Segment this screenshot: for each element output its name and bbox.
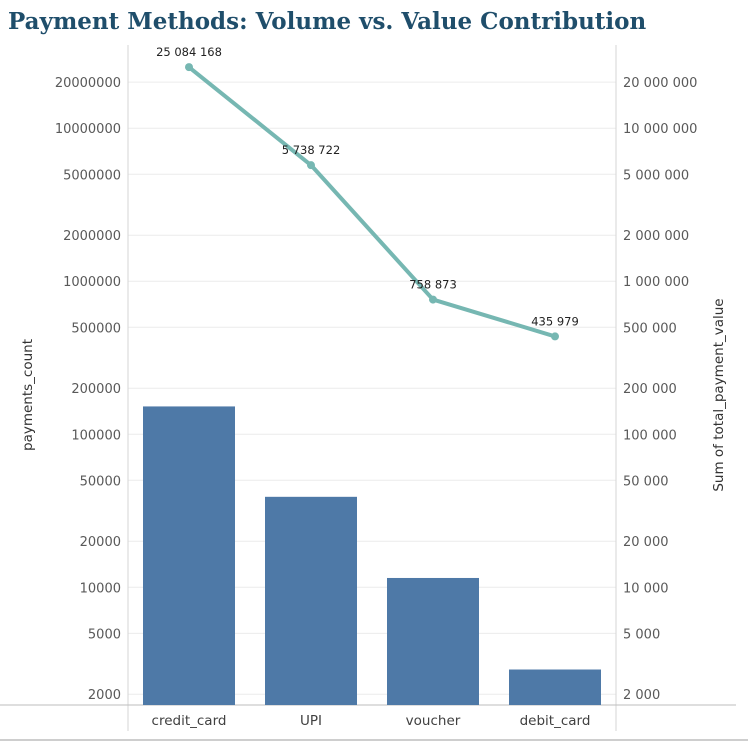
left-tick-label: 500000 — [71, 321, 121, 336]
left-tick-label: 5000 — [88, 627, 121, 642]
right-tick-label: 2 000 000 — [623, 229, 689, 244]
category-label: UPI — [300, 713, 322, 729]
right-tick-label: 2 000 — [623, 688, 660, 703]
bar-voucher — [387, 577, 479, 705]
line-series — [185, 63, 559, 341]
category-label: credit_card — [152, 713, 227, 729]
right-tick-label: 10 000 — [623, 581, 669, 596]
category-label: voucher — [406, 713, 461, 729]
value-point-credit_card — [185, 63, 193, 72]
chart-title: Payment Methods: Volume vs. Value Contri… — [8, 8, 647, 35]
right-tick-label: 200 000 — [623, 382, 677, 397]
right-axis-title: Sum of total_payment_value — [711, 298, 727, 491]
right-tick-label: 500 000 — [623, 321, 677, 336]
axis-frame — [0, 45, 748, 741]
bar-credit_card — [143, 406, 235, 705]
left-tick-label: 50000 — [80, 474, 121, 489]
data-label: 5 738 722 — [282, 143, 341, 157]
category-label: debit_card — [520, 713, 591, 729]
left-tick-label: 2000000 — [63, 229, 121, 244]
bar-UPI — [265, 496, 357, 705]
left-tick-label: 200000 — [71, 382, 121, 397]
right-tick-label: 5 000 000 — [623, 168, 689, 183]
left-tick-label: 20000000 — [55, 76, 121, 91]
bar-debit_card — [509, 669, 601, 705]
right-tick-label: 50 000 — [623, 474, 669, 489]
right-tick-label: 1 000 000 — [623, 275, 689, 290]
value-point-voucher — [429, 295, 437, 304]
bar-series — [143, 406, 601, 705]
left-axis-title: payments_count — [20, 339, 36, 451]
value-point-debit_card — [551, 332, 559, 341]
left-tick-label: 1000000 — [63, 275, 121, 290]
data-label: 435 979 — [531, 314, 579, 328]
right-tick-label: 5 000 — [623, 627, 660, 642]
left-tick-label: 100000 — [71, 428, 121, 443]
right-tick-label: 100 000 — [623, 428, 677, 443]
left-tick-label: 5000000 — [63, 168, 121, 183]
value-point-UPI — [307, 161, 315, 170]
data-label: 25 084 168 — [156, 45, 222, 59]
left-tick-label: 2000 — [88, 688, 121, 703]
left-tick-label: 10000000 — [55, 122, 121, 137]
left-tick-label: 20000 — [80, 535, 121, 550]
value-line — [187, 65, 557, 339]
right-tick-label: 20 000 — [623, 535, 669, 550]
right-tick-label: 20 000 000 — [623, 76, 697, 91]
data-label: 758 873 — [409, 278, 457, 292]
labels: 2000 2 000 5000 5 000 10000 10 000 20000 20 000… — [20, 45, 727, 729]
right-tick-label: 10 000 000 — [623, 122, 697, 137]
left-tick-label: 10000 — [80, 581, 121, 596]
